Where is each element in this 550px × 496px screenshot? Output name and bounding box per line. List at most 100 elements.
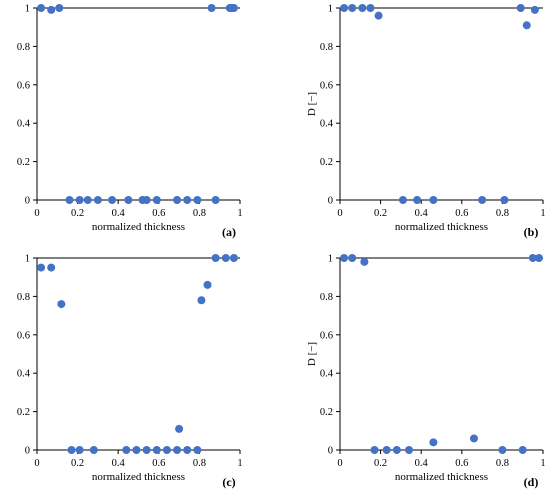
- data-point: [469, 434, 478, 443]
- data-point: [183, 196, 192, 204]
- data-point: [122, 446, 131, 454]
- x-tick-label: 0.2: [71, 458, 84, 469]
- y-tick-label: 0.2: [17, 157, 30, 168]
- chart-panel-1: 0 0.2 0.4 0.6 0.8 1 0 0.2 0.4 0.6 0.8 1 normalized t…: [17, 4, 243, 240]
- x-tick-label: 0.6: [455, 458, 468, 469]
- data-point: [370, 446, 379, 454]
- data-point: [207, 4, 216, 12]
- data-point: [132, 446, 141, 454]
- x-tick-label: 0.6: [455, 208, 468, 219]
- data-point: [360, 257, 369, 266]
- data-point: [374, 11, 383, 20]
- data-point: [348, 254, 357, 262]
- data-point: [211, 196, 220, 204]
- y-tick-label: 0.6: [320, 330, 333, 341]
- data-point: [340, 4, 349, 12]
- y-tick-label: 0.2: [320, 407, 333, 418]
- data-point: [193, 196, 202, 204]
- y-tick-label: 0: [328, 196, 333, 207]
- x-tick-label: 0.4: [112, 208, 126, 219]
- data-point: [429, 438, 438, 447]
- x-tick-label: 0.8: [193, 208, 206, 219]
- x-tick-label: 0: [34, 458, 39, 469]
- y-tick-label: 0.2: [320, 157, 333, 168]
- data-point: [173, 196, 182, 204]
- data-point: [65, 196, 74, 204]
- data-point: [75, 196, 84, 204]
- data-point: [173, 446, 182, 454]
- x-tick-label: 1: [237, 458, 242, 469]
- data-point: [211, 254, 220, 262]
- y-tick-label: 1: [328, 4, 333, 15]
- data-point: [366, 4, 375, 12]
- data-point: [429, 196, 438, 204]
- y-tick-label: 0.4: [17, 119, 31, 130]
- y-tick-label: 1: [328, 254, 333, 265]
- data-point: [405, 446, 414, 454]
- data-point: [203, 280, 212, 289]
- panel-label: (a): [222, 225, 236, 239]
- data-point: [183, 446, 192, 454]
- y-tick-label: 0.8: [17, 292, 30, 303]
- y-axis-label: D [−]: [306, 92, 318, 116]
- data-point: [142, 196, 151, 204]
- y-tick-label: 0: [25, 196, 30, 207]
- data-point: [162, 446, 171, 454]
- data-point: [413, 196, 422, 204]
- panel-label: (d): [524, 475, 539, 489]
- data-point: [500, 196, 509, 204]
- data-point: [152, 196, 161, 204]
- y-tick-label: 1: [25, 254, 30, 265]
- panel-label: (b): [524, 225, 539, 239]
- chart-panel-3: 0 0.2 0.4 0.6 0.8 1 0 0.2 0.4 0.6 0.8 1 normalized t…: [17, 254, 243, 490]
- data-point: [478, 196, 487, 204]
- x-tick-label: 0.6: [152, 208, 165, 219]
- x-tick-label: 0.4: [415, 458, 429, 469]
- x-tick-label: 0: [337, 208, 342, 219]
- data-point: [382, 446, 391, 454]
- data-point: [229, 254, 238, 262]
- data-point: [534, 254, 543, 262]
- data-point: [518, 446, 527, 454]
- data-point: [229, 4, 238, 12]
- data-point: [37, 263, 46, 272]
- x-tick-label: 0.6: [152, 458, 165, 469]
- x-tick-label: 1: [237, 208, 242, 219]
- data-point: [498, 446, 507, 454]
- y-tick-label: 0.8: [17, 42, 30, 53]
- data-point: [37, 4, 46, 12]
- panel-label: (c): [222, 475, 235, 489]
- data-point: [197, 296, 206, 305]
- data-point: [47, 263, 56, 272]
- data-point: [108, 196, 117, 204]
- chart-panel-2: 0 0.2 0.4 0.6 0.8 1 0 0.2 0.4 0.6 0.8 1 normalized t…: [306, 4, 546, 240]
- data-point: [516, 4, 525, 12]
- y-tick-label: 0.8: [320, 292, 333, 303]
- x-axis-label: normalized thickness: [92, 221, 185, 233]
- x-axis-label: normalized thickness: [395, 471, 488, 483]
- data-point: [528, 254, 537, 262]
- x-tick-label: 0.2: [374, 208, 387, 219]
- y-tick-label: 0.8: [320, 42, 333, 53]
- data-point: [530, 5, 539, 14]
- x-tick-label: 0.8: [496, 208, 509, 219]
- y-axis-label: D [−]: [306, 342, 318, 366]
- data-point: [83, 196, 92, 204]
- x-axis-label: normalized thickness: [395, 221, 488, 233]
- x-tick-label: 0.8: [496, 458, 509, 469]
- y-tick-label: 0: [328, 446, 333, 457]
- y-tick-label: 0.6: [17, 330, 30, 341]
- data-point: [93, 196, 102, 204]
- x-tick-label: 1: [540, 208, 545, 219]
- data-point: [221, 254, 230, 262]
- data-point: [67, 446, 76, 454]
- chart-panel-4: 0 0.2 0.4 0.6 0.8 1 0 0.2 0.4 0.6 0.8 1 normalized t…: [306, 254, 546, 490]
- x-tick-label: 0: [34, 208, 39, 219]
- data-point: [340, 254, 349, 262]
- data-point: [358, 4, 367, 12]
- data-point: [193, 446, 202, 454]
- data-point: [398, 196, 407, 204]
- data-point: [89, 446, 98, 454]
- x-tick-label: 0: [337, 458, 342, 469]
